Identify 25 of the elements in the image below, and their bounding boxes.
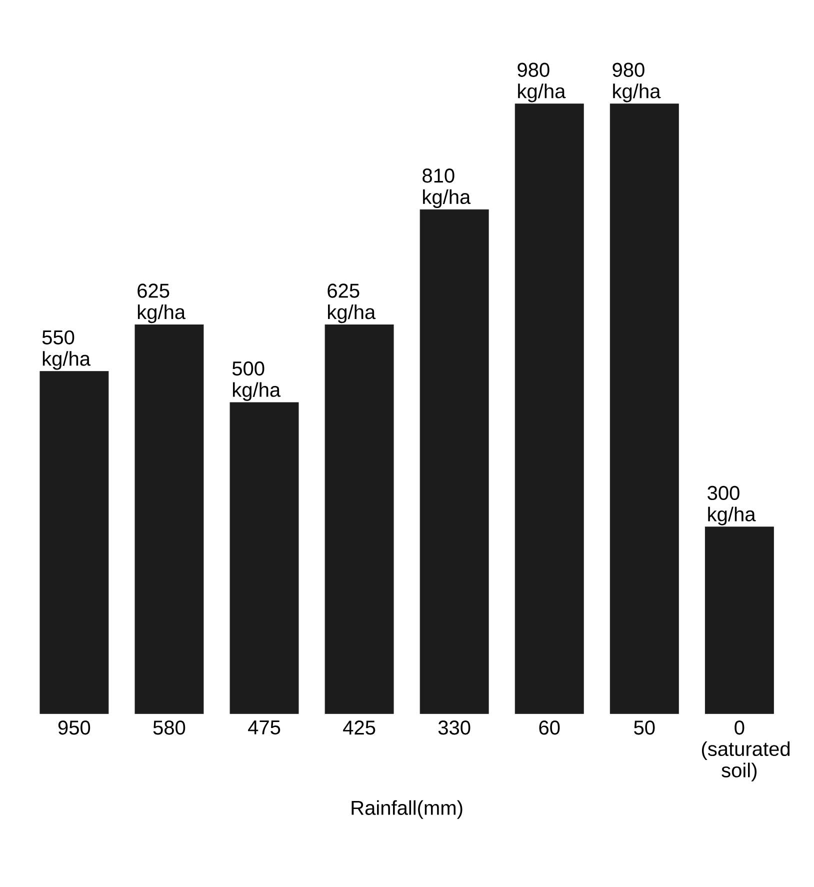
bar	[705, 526, 774, 714]
x-tick-label: 50	[634, 720, 655, 735]
x-tick-label: 950	[58, 720, 90, 735]
data-label: 980 kg/ha	[518, 62, 566, 102]
bar	[40, 371, 109, 714]
data-label: 810 kg/ha	[422, 168, 471, 208]
x-tick-label: 580	[154, 720, 186, 735]
data-label: 625 kg/ha	[138, 284, 186, 324]
x-tick-label: 0 (saturated soil)	[702, 720, 790, 782]
bar	[610, 104, 680, 714]
x-tick-label: 425	[343, 720, 376, 735]
data-label: 625 kg/ha	[328, 284, 376, 324]
data-label: 500 kg/ha	[232, 361, 281, 401]
x-tick-label: 475	[248, 720, 280, 734]
x-axis-title: Rainfall(mm)	[352, 800, 462, 819]
bar	[420, 209, 489, 714]
bar	[515, 104, 584, 714]
data-label: 550 kg/ha	[42, 330, 91, 370]
bar	[134, 324, 204, 714]
bar	[325, 324, 394, 714]
x-tick-label: 330	[438, 720, 470, 735]
data-label: 980 kg/ha	[612, 62, 661, 102]
data-label: 300 kg/ha	[708, 486, 756, 526]
bar	[230, 402, 299, 714]
x-tick-label: 60	[539, 720, 560, 735]
